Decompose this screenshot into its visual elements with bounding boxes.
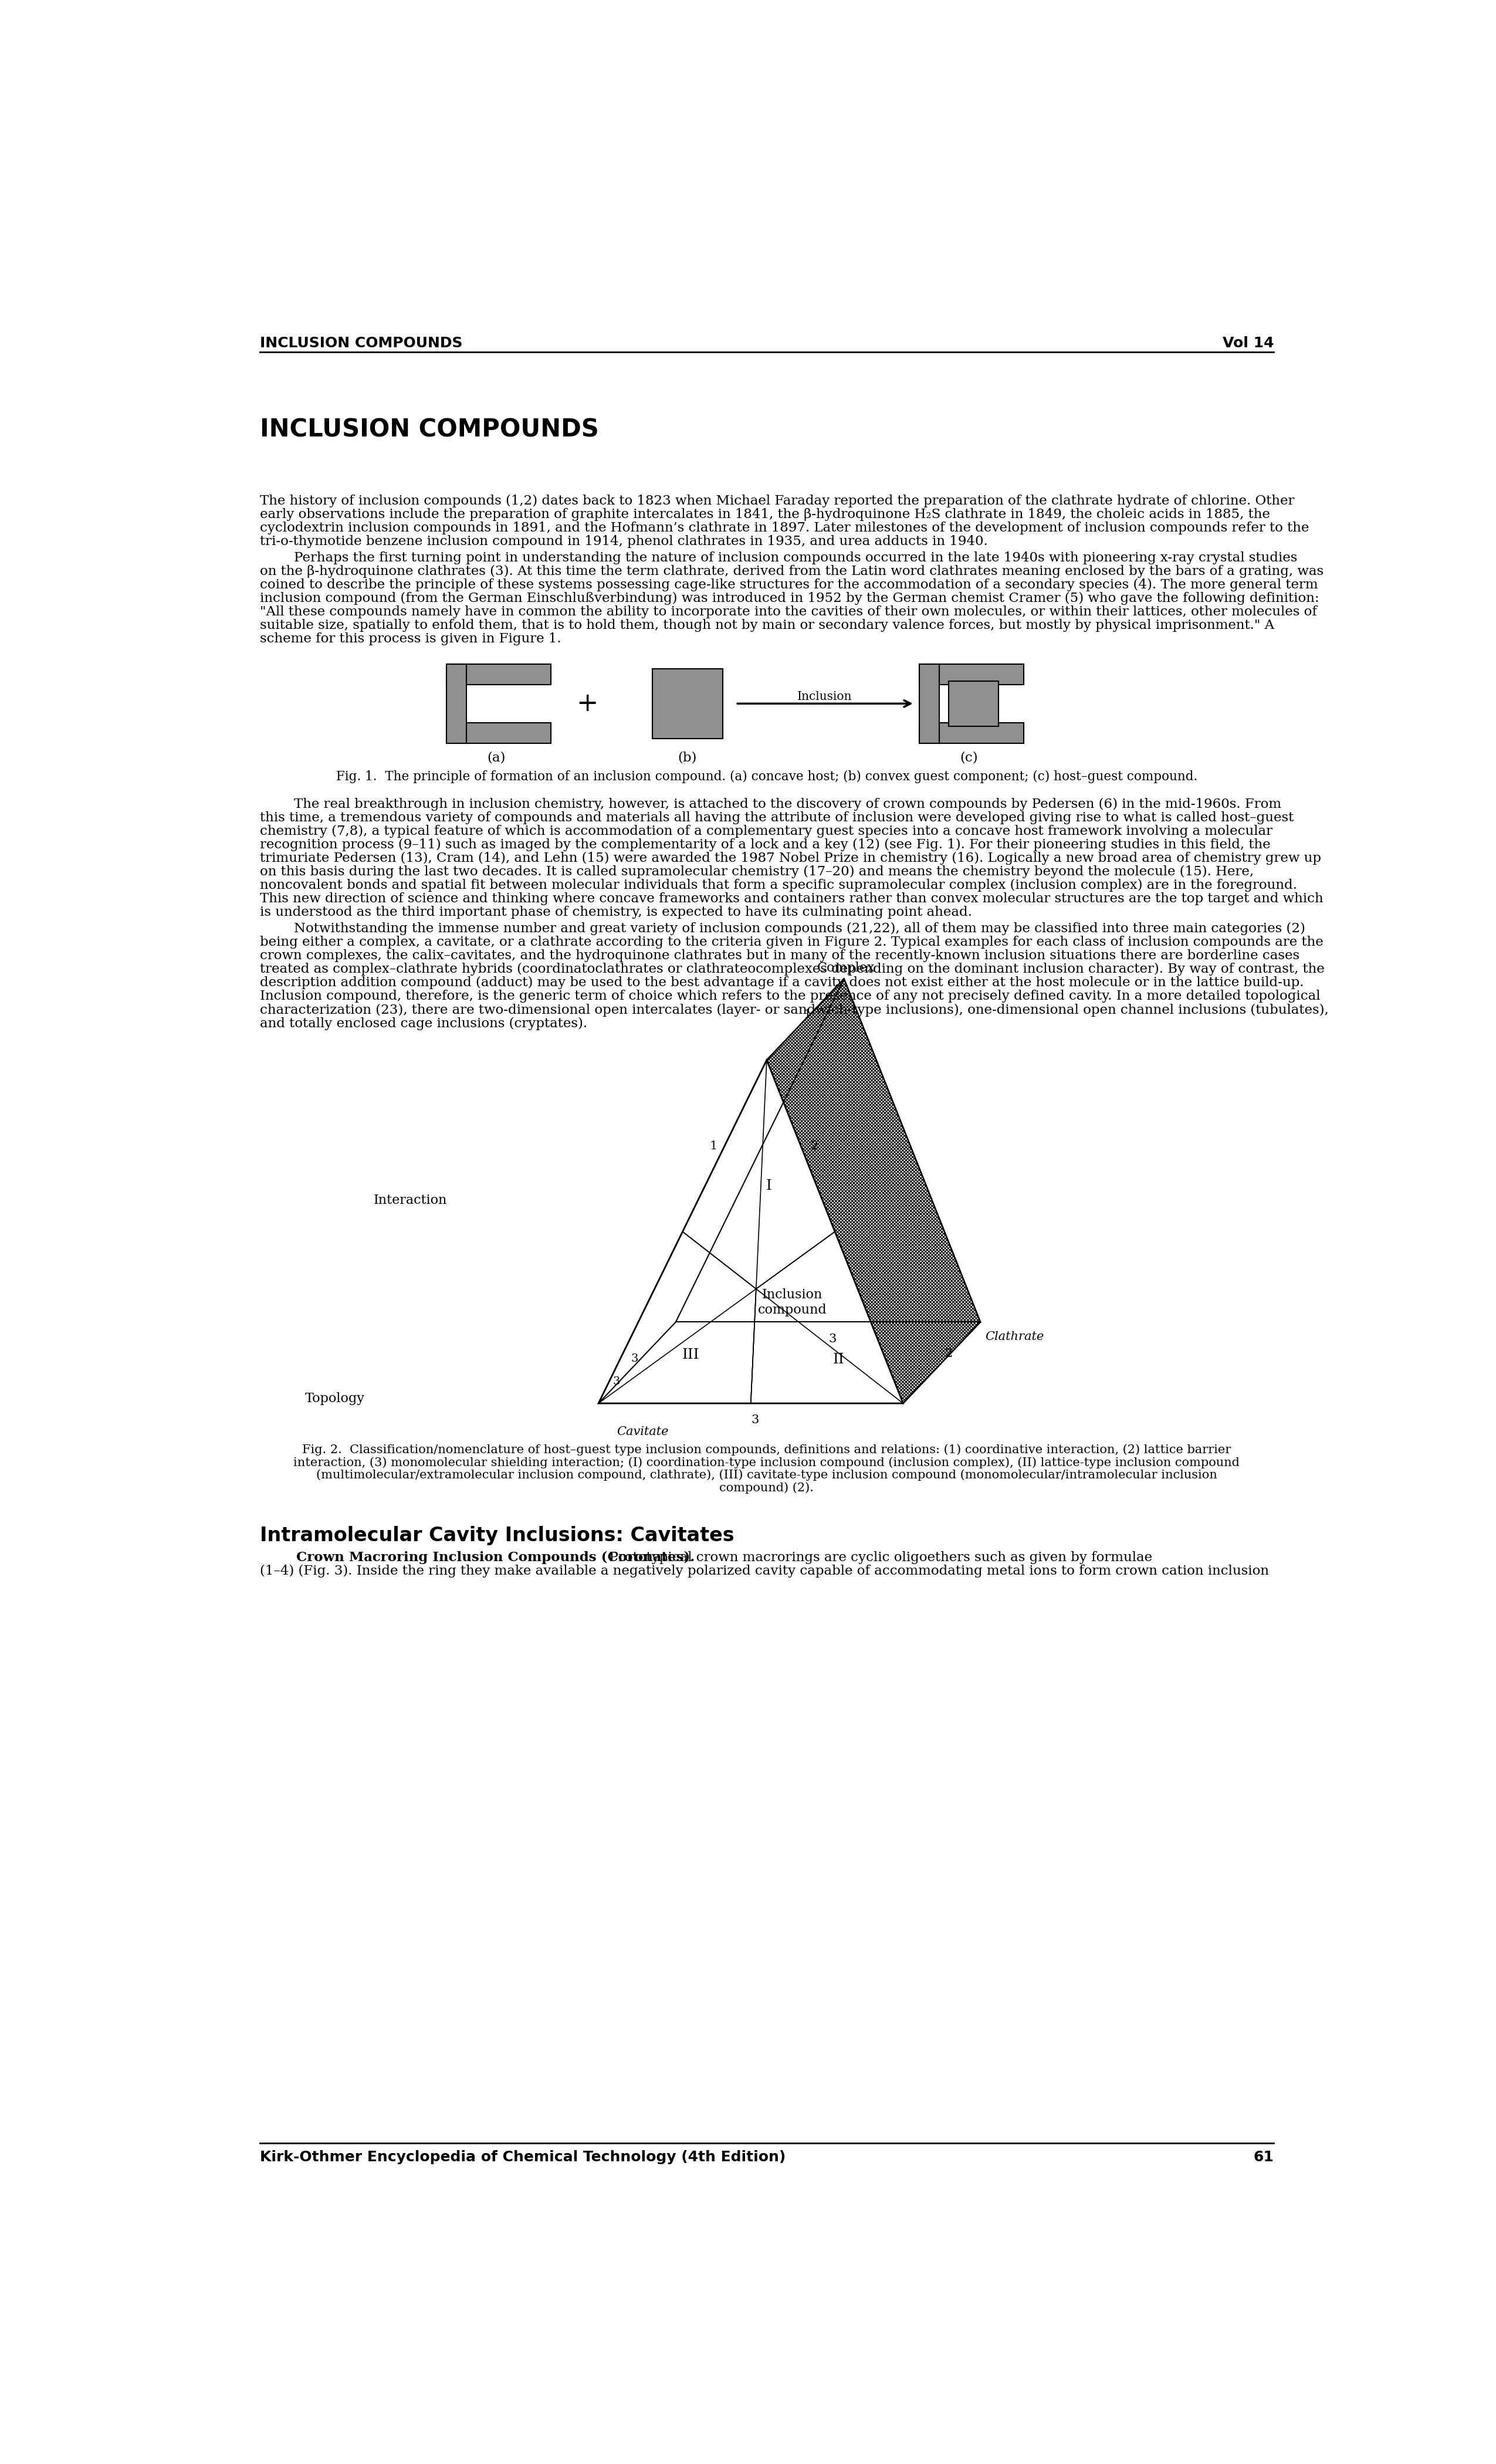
Bar	[446, 665, 551, 685]
Text: III: III	[682, 1348, 700, 1363]
Text: Inclusion
compound: Inclusion compound	[758, 1289, 827, 1316]
Text: coined to describe the principle of these systems possessing cage-like structure: coined to describe the principle of thes…	[260, 579, 1318, 591]
Text: INCLUSION COMPOUNDS: INCLUSION COMPOUNDS	[260, 338, 462, 350]
Text: 1: 1	[803, 1010, 811, 1020]
Text: Clathrate: Clathrate	[984, 1331, 1044, 1343]
Polygon shape	[598, 978, 844, 1404]
Bar	[919, 665, 1023, 685]
Text: Complex: Complex	[817, 961, 875, 973]
Polygon shape	[766, 978, 980, 1404]
Polygon shape	[676, 978, 980, 1323]
Text: Crown Macroring Inclusion Compounds (Coronates).: Crown Macroring Inclusion Compounds (Cor…	[296, 1550, 694, 1565]
Bar	[446, 665, 467, 744]
Text: Inclusion compound, therefore, is the generic term of choice which refers to the: Inclusion compound, therefore, is the ge…	[260, 991, 1319, 1003]
Text: I: I	[766, 1180, 772, 1193]
Text: The history of inclusion compounds (1,2) dates back to 1823 when Michael Faraday: The history of inclusion compounds (1,2)…	[260, 495, 1294, 508]
Polygon shape	[751, 1232, 904, 1404]
Bar	[652, 668, 723, 739]
Text: The real breakthrough in inclusion chemistry, however, is attached to the discov: The real breakthrough in inclusion chemi…	[260, 798, 1281, 811]
Bar	[919, 722, 1023, 744]
Text: Fig. 1.  The principle of formation of an inclusion compound. (a) concave host; : Fig. 1. The principle of formation of an…	[337, 771, 1197, 784]
Text: 3: 3	[829, 1333, 836, 1345]
Bar	[919, 665, 1023, 685]
Text: chemistry (7,8), a typical feature of which is accommodation of a complementary : chemistry (7,8), a typical feature of wh…	[260, 825, 1272, 838]
Text: 2: 2	[944, 1348, 953, 1360]
Text: inclusion compound (from the German Einschlußverbindung) was introduced in 1952 : inclusion compound (from the German Eins…	[260, 591, 1319, 606]
Text: and totally enclosed cage inclusions (cryptates).: and totally enclosed cage inclusions (cr…	[260, 1018, 586, 1030]
Text: tri-o-thymotide benzene inclusion compound in 1914, phenol clathrates in 1935, a: tri-o-thymotide benzene inclusion compou…	[260, 535, 987, 547]
Text: 2: 2	[811, 1141, 818, 1151]
Text: scheme for this process is given in Figure 1.: scheme for this process is given in Figu…	[260, 633, 561, 646]
Text: 3: 3	[631, 1353, 639, 1365]
Text: Notwithstanding the immense number and great variety of inclusion compounds (21,: Notwithstanding the immense number and g…	[260, 922, 1305, 936]
Text: Vol 14: Vol 14	[1222, 338, 1273, 350]
Text: (c): (c)	[960, 752, 978, 764]
Text: Interaction: Interaction	[374, 1193, 447, 1207]
Bar	[446, 722, 551, 744]
Text: (1–4) (Fig. 3). Inside the ring they make available a negatively polarized cavit: (1–4) (Fig. 3). Inside the ring they mak…	[260, 1565, 1269, 1577]
Text: 3: 3	[751, 1414, 760, 1427]
Text: 61: 61	[1254, 2151, 1273, 2163]
Bar	[919, 665, 939, 744]
Text: noncovalent bonds and spatial fit between molecular individuals that form a spec: noncovalent bonds and spatial fit betwee…	[260, 880, 1297, 892]
Text: 1: 1	[709, 1141, 717, 1151]
Text: this time, a tremendous variety of compounds and materials all having the attrib: this time, a tremendous variety of compo…	[260, 811, 1294, 823]
Bar	[652, 668, 723, 739]
Text: (multimolecular/extramolecular inclusion compound, clathrate), (III) cavitate-ty: (multimolecular/extramolecular inclusion…	[316, 1469, 1218, 1481]
Text: characterization (23), there are two-dimensional open intercalates (layer- or sa: characterization (23), there are two-dim…	[260, 1003, 1328, 1018]
Text: Intramolecular Cavity Inclusions: Cavitates: Intramolecular Cavity Inclusions: Cavita…	[260, 1525, 735, 1545]
Text: Topology: Topology	[305, 1392, 365, 1404]
Text: crown complexes, the calix–cavitates, and the hydroquinone clathrates but in man: crown complexes, the calix–cavitates, an…	[260, 949, 1300, 963]
Text: Kirk-Othmer Encyclopedia of Chemical Technology (4th Edition): Kirk-Othmer Encyclopedia of Chemical Tec…	[260, 2151, 785, 2163]
Bar	[446, 665, 467, 744]
Text: Inclusion: Inclusion	[797, 690, 853, 702]
Text: INCLUSION COMPOUNDS: INCLUSION COMPOUNDS	[260, 416, 598, 444]
Text: description addition compound (adduct) may be used to the best advantage if a ca: description addition compound (adduct) m…	[260, 976, 1303, 991]
Text: (b): (b)	[678, 752, 697, 764]
Text: being either a complex, a cavitate, or a clathrate according to the criteria giv: being either a complex, a cavitate, or a…	[260, 936, 1324, 949]
Polygon shape	[682, 1060, 835, 1289]
Text: II: II	[833, 1353, 844, 1368]
Bar	[446, 722, 551, 744]
Text: recognition process (9–11) such as imaged by the complementarity of a lock and a: recognition process (9–11) such as image…	[260, 838, 1270, 850]
Bar	[919, 722, 1023, 744]
Polygon shape	[598, 1323, 980, 1404]
Text: suitable size, spatially to enfold them, that is to hold them, though not by mai: suitable size, spatially to enfold them,…	[260, 618, 1275, 633]
Text: Perhaps the first turning point in understanding the nature of inclusion compoun: Perhaps the first turning point in under…	[260, 552, 1297, 564]
Text: early observations include the preparation of graphite intercalates in 1841, the: early observations include the preparati…	[260, 508, 1270, 520]
Polygon shape	[598, 1232, 755, 1404]
Text: This new direction of science and thinking where concave frameworks and containe: This new direction of science and thinki…	[260, 892, 1322, 904]
Text: "All these compounds namely have in common the ability to incorporate into the c: "All these compounds namely have in comm…	[260, 606, 1316, 618]
Text: Prototypical crown macrorings are cyclic oligoethers such as given by formulae: Prototypical crown macrorings are cyclic…	[601, 1550, 1152, 1565]
Text: (a): (a)	[488, 752, 506, 764]
Text: trimuriate Pedersen (13), Cram (14), and Lehn (15) were awarded the 1987 Nobel P: trimuriate Pedersen (13), Cram (14), and…	[260, 853, 1321, 865]
Text: compound) (2).: compound) (2).	[720, 1481, 814, 1493]
Text: on the β-hydroquinone clathrates (3). At this time the term clathrate, derived f: on the β-hydroquinone clathrates (3). At…	[260, 564, 1324, 579]
Text: on this basis during the last two decades. It is called supramolecular chemistry: on this basis during the last two decade…	[260, 865, 1254, 877]
Text: +: +	[576, 692, 598, 717]
Bar	[919, 665, 939, 744]
Text: treated as complex–clathrate hybrids (coordinatoclathrates or clathrateocomplexe: treated as complex–clathrate hybrids (co…	[260, 963, 1324, 976]
Text: Fig. 2.  Classification/nomenclature of host–guest type inclusion compounds, def: Fig. 2. Classification/nomenclature of h…	[302, 1444, 1231, 1456]
Bar	[446, 665, 551, 685]
Text: cyclodextrin inclusion compounds in 1891, and the Hofmann’s clathrate in 1897. L: cyclodextrin inclusion compounds in 1891…	[260, 522, 1309, 535]
Text: Cavitate: Cavitate	[616, 1427, 669, 1437]
Text: 3: 3	[613, 1377, 621, 1387]
Bar	[948, 680, 999, 727]
Text: is understood as the third important phase of chemistry, is expected to have its: is understood as the third important pha…	[260, 907, 972, 919]
Bar	[948, 680, 999, 727]
Text: interaction, (3) monomolecular shielding interaction; (I) coordination-type incl: interaction, (3) monomolecular shielding…	[293, 1456, 1240, 1469]
